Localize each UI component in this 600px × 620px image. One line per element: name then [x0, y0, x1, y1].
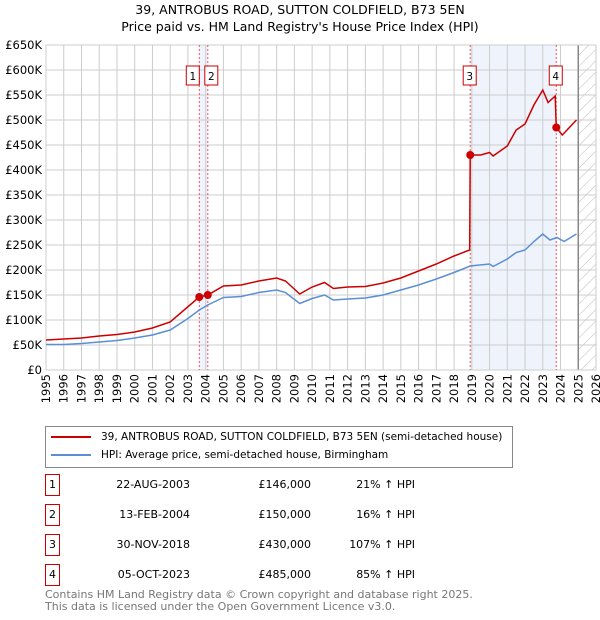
- y-tick-label: £550K: [5, 88, 42, 102]
- chart-subtitle: Price paid vs. HM Land Registry's House …: [121, 19, 479, 34]
- x-tick-label: 2003: [181, 374, 195, 403]
- y-tick-label: £300K: [5, 213, 42, 227]
- x-tick-label: 2020: [483, 374, 497, 403]
- sale-label: 3: [466, 71, 473, 83]
- sale-number: 4: [45, 564, 60, 586]
- sale-hpi: 85% ↑ HPI: [356, 568, 415, 581]
- y-tick-label: £100K: [5, 313, 42, 327]
- y-tick-label: £650K: [5, 38, 42, 52]
- x-tick-label: 2012: [341, 374, 355, 403]
- shaded-range: [470, 45, 557, 370]
- y-tick-label: £500K: [5, 113, 42, 127]
- sale-point: [203, 291, 212, 299]
- sale-number: 3: [45, 534, 60, 556]
- sale-date: 30-NOV-2018: [116, 538, 190, 551]
- x-tick-label: 1997: [74, 374, 88, 403]
- x-tick-label: 2009: [287, 374, 301, 403]
- sale-hpi: 16% ↑ HPI: [356, 508, 415, 521]
- y-tick-label: £200K: [5, 263, 42, 277]
- x-tick-label: 2025: [571, 374, 585, 403]
- sale-row: 4 05-OCT-2023 £485,000 85% ↑ HPI: [45, 564, 545, 586]
- forecast-hatch: [578, 45, 596, 370]
- plot-border: [45, 44, 597, 371]
- sale-label: 2: [208, 71, 215, 83]
- sale-date: 13-FEB-2004: [119, 508, 190, 521]
- sale-number: 2: [45, 504, 60, 526]
- x-tick-label: 2005: [216, 374, 230, 403]
- footer-copyright: Contains HM Land Registry data © Crown c…: [45, 588, 473, 601]
- sale-label: 1: [189, 71, 196, 83]
- sale-price: £485,000: [258, 568, 312, 581]
- sale-price: £146,000: [258, 478, 312, 491]
- legend: 39, ANTROBUS ROAD, SUTTON COLDFIELD, B73…: [45, 426, 513, 468]
- x-tick-label: 2015: [394, 374, 408, 403]
- x-tick-label: 2007: [252, 374, 266, 403]
- sale-row: 2 13-FEB-2004 £150,000 16% ↑ HPI: [45, 504, 545, 526]
- hpi-line: [46, 233, 577, 346]
- y-tick-label: £600K: [5, 63, 42, 77]
- legend-label-property: 39, ANTROBUS ROAD, SUTTON COLDFIELD, B73…: [101, 431, 503, 443]
- legend-swatch-property: [51, 436, 91, 438]
- sale-hpi: 21% ↑ HPI: [356, 478, 415, 491]
- x-tick-label: 2017: [429, 374, 443, 403]
- sale-label-box: [462, 65, 477, 86]
- footer: Contains HM Land Registry data © Crown c…: [45, 589, 473, 613]
- sale-date: 22-AUG-2003: [116, 478, 190, 491]
- y-tick-label: £50K: [13, 338, 43, 352]
- x-tick-label: 2008: [270, 374, 284, 403]
- x-tick-label: 2016: [412, 374, 426, 403]
- y-tick-label: £0: [27, 363, 42, 377]
- property-price-line: [45, 88, 578, 341]
- x-tick-label: 1999: [110, 374, 124, 403]
- x-tick-label: 1998: [92, 374, 106, 403]
- sale-label-box: [204, 65, 219, 86]
- sale-date: 05-OCT-2023: [117, 568, 190, 581]
- y-tick-label: £250K: [5, 238, 42, 252]
- x-tick-label: 2006: [234, 374, 248, 403]
- sale-row: 1 22-AUG-2003 £146,000 21% ↑ HPI: [45, 474, 545, 496]
- x-tick-label: 2024: [554, 374, 568, 403]
- x-tick-label: 2013: [358, 374, 372, 403]
- sale-number: 1: [45, 474, 60, 496]
- footer-licence: This data is licensed under the Open Gov…: [45, 600, 396, 613]
- sale-label: 4: [552, 71, 559, 83]
- x-tick-label: 2026: [589, 374, 600, 403]
- x-tick-label: 2023: [536, 374, 550, 403]
- y-tick-label: £350K: [5, 188, 42, 202]
- sale-label-box: [548, 65, 563, 86]
- shaded-range: [199, 45, 208, 370]
- x-tick-label: 1995: [39, 374, 53, 403]
- price-chart: £0 £50K £100K £150K £200K £250K £300K £350K £400…: [5, 38, 600, 403]
- y-tick-label: £400K: [5, 163, 42, 177]
- x-tick-label: 2022: [518, 374, 532, 403]
- sale-point: [552, 123, 561, 132]
- x-tick-label: 2014: [376, 374, 390, 403]
- x-tick-label: 2002: [163, 374, 177, 403]
- sale-label-box: [185, 65, 200, 86]
- x-tick-label: 2019: [465, 374, 479, 403]
- sale-point: [195, 293, 204, 301]
- y-tick-label: £150K: [5, 288, 42, 302]
- sale-hpi: 107% ↑ HPI: [349, 538, 415, 551]
- x-tick-label: 2004: [199, 374, 213, 403]
- legend-swatch-hpi: [51, 454, 91, 456]
- y-tick-label: £450K: [5, 138, 42, 152]
- sale-price: £150,000: [258, 508, 312, 521]
- sale-row: 3 30-NOV-2018 £430,000 107% ↑ HPI: [45, 534, 545, 556]
- x-tick-label: 2010: [305, 374, 319, 403]
- x-tick-label: 2021: [500, 374, 514, 403]
- sale-point: [466, 151, 475, 159]
- x-tick-label: 1996: [57, 374, 71, 403]
- sale-price: £430,000: [258, 538, 312, 551]
- x-tick-label: 2000: [128, 374, 142, 403]
- x-tick-label: 2011: [323, 374, 337, 403]
- x-tick-label: 2018: [447, 374, 461, 403]
- legend-label-hpi: HPI: Average price, semi-detached house,…: [101, 449, 389, 461]
- chart-title: 39, ANTROBUS ROAD, SUTTON COLDFIELD, B73…: [135, 2, 465, 17]
- x-tick-label: 2001: [145, 374, 159, 403]
